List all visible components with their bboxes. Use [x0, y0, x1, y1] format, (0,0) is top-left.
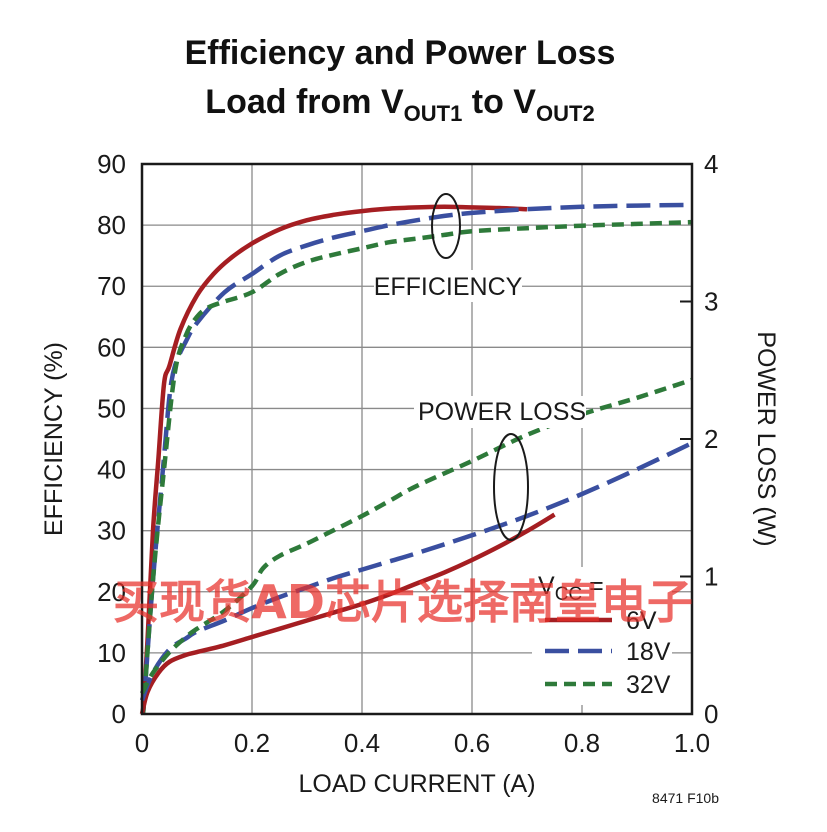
legend-title: VCC =: [538, 572, 604, 605]
x-tick-label: 1.0: [674, 728, 710, 758]
efficiency-ellipse: [431, 193, 461, 259]
y-tick-label: 40: [97, 455, 126, 485]
x-tick-label: 0.8: [564, 728, 600, 758]
y2-tick-label: 1: [704, 562, 718, 592]
legend-label-32v: 32V: [626, 671, 671, 699]
title-line2-mid: to V: [462, 83, 536, 121]
title-line2-main: Load from V: [205, 83, 404, 121]
y2-axis-label: POWER LOSS (W): [752, 331, 780, 546]
legend-title-sub: CC: [555, 584, 582, 605]
y2-tick-label: 3: [704, 287, 718, 317]
power-loss-label: POWER LOSS: [418, 398, 586, 426]
x-tick-label: 0.2: [234, 728, 270, 758]
series-line-efficiency-32v: [140, 219, 693, 715]
efficiency-annotation: EFFICIENCY: [374, 193, 523, 302]
y-tick-label: 60: [97, 332, 126, 362]
y2-tick-label: 4: [704, 149, 718, 179]
x-tick-label: 0: [135, 728, 149, 758]
x-axis-label: LOAD CURRENT (A): [298, 770, 535, 798]
x-tick-label: 0.4: [344, 728, 380, 758]
power-loss-label-bg: [414, 396, 586, 428]
figure-code: 8471 F10b: [652, 790, 719, 806]
legend-title-suffix: =: [582, 572, 604, 600]
legend-label-6v: 6V: [626, 607, 657, 635]
y-tick-label: 20: [97, 577, 126, 607]
legend: VCC = 6V 18V 32V: [532, 567, 672, 705]
legend-title-main: V: [538, 572, 555, 600]
power-loss-ellipse: [493, 433, 529, 541]
efficiency-label-bg: [374, 270, 522, 302]
y-tick-label: 30: [97, 516, 126, 546]
y-tick-label: 70: [97, 271, 126, 301]
chart-title-line1: Efficiency and Power Loss: [185, 34, 616, 72]
series-group: [139, 202, 693, 715]
chart-title-line2: Load from VOUT1 to VOUT2: [205, 83, 594, 126]
power-loss-annotation: POWER LOSS: [414, 396, 586, 541]
watermark-text: 买现货AD芯片选择南皇电子: [113, 575, 693, 629]
y-tick-label: 90: [97, 149, 126, 179]
series-line-efficiency-6v: [140, 204, 528, 715]
legend-label-18v: 18V: [626, 638, 671, 666]
y-axis-label: EFFICIENCY (%): [40, 342, 68, 536]
y-tick-label: 80: [97, 210, 126, 240]
y-tick-label: 50: [97, 393, 126, 423]
x-tick-label: 0.6: [454, 728, 490, 758]
y2-tick-label: 0: [704, 699, 718, 729]
title-line2-sub1: OUT1: [404, 101, 463, 126]
y-tick-label: 10: [97, 638, 126, 668]
title-line2-sub2: OUT2: [536, 101, 595, 126]
plot-frame: [140, 162, 694, 716]
y2-tick-label: 2: [704, 424, 718, 454]
y-tick-label: 0: [112, 699, 126, 729]
series-line-power_loss-6v: [139, 512, 556, 715]
series-line-power_loss-18v: [139, 441, 693, 702]
efficiency-label: EFFICIENCY: [374, 273, 523, 301]
